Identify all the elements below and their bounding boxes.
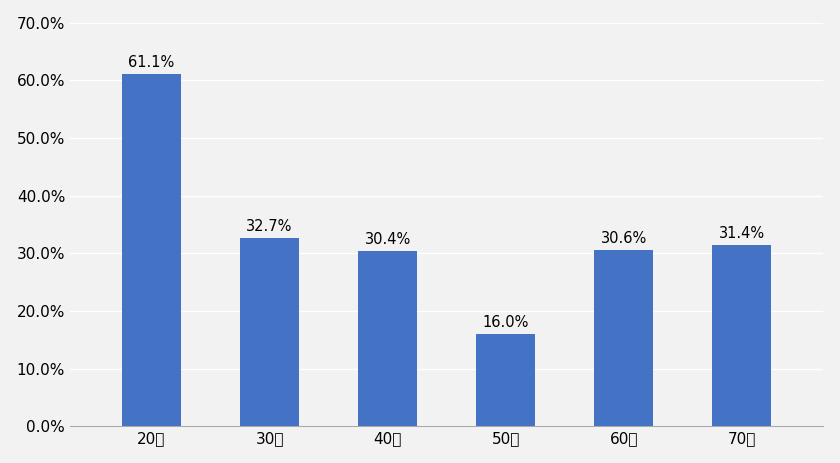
Text: 16.0%: 16.0% bbox=[482, 315, 529, 330]
Text: 30.4%: 30.4% bbox=[365, 232, 411, 247]
Bar bbox=[240, 238, 299, 426]
Bar bbox=[122, 74, 181, 426]
Text: 32.7%: 32.7% bbox=[246, 219, 293, 234]
Text: 30.6%: 30.6% bbox=[601, 231, 647, 246]
Text: 61.1%: 61.1% bbox=[129, 55, 175, 70]
Bar bbox=[358, 251, 417, 426]
Bar bbox=[476, 334, 535, 426]
Text: 31.4%: 31.4% bbox=[719, 226, 765, 241]
Bar bbox=[594, 250, 654, 426]
Bar bbox=[712, 245, 771, 426]
